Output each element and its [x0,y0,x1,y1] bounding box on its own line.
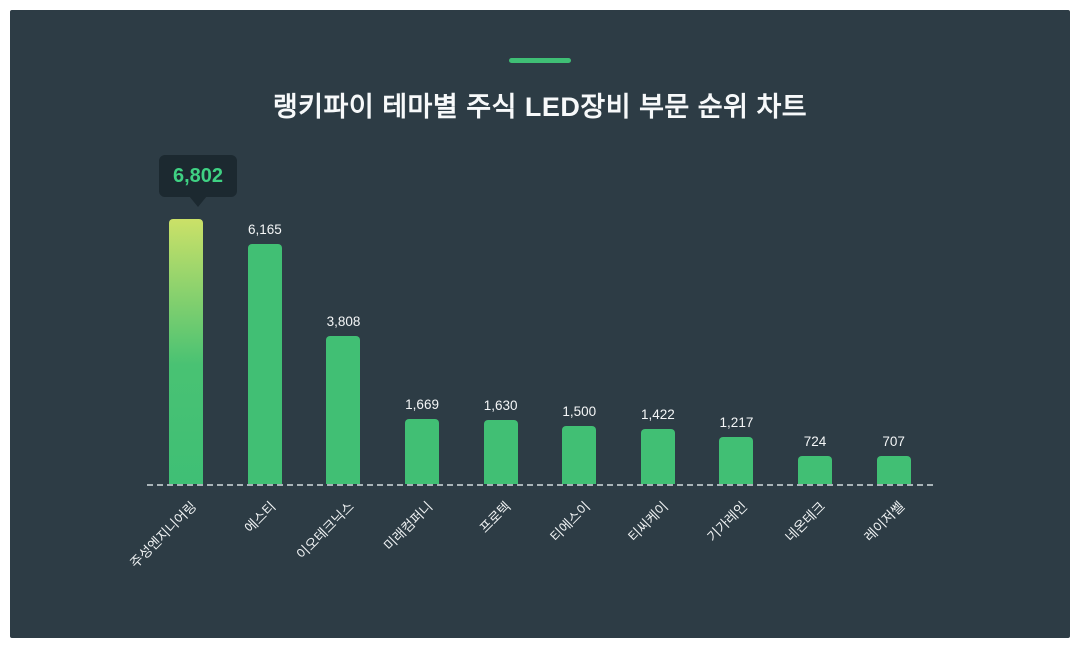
bar-value-label: 3,808 [326,314,361,329]
category-label: 미래컴퍼니 [380,498,436,554]
bar-slot: 1,500 [540,150,619,484]
bar [798,456,833,484]
category-label: 프로텍 [477,498,515,536]
bar-chart: 6,802 6,165 3,808 1,669 1,630 1,500 1,422 1,21… [128,150,933,601]
bar-slot [147,150,226,484]
bar-slot: 1,422 [619,150,698,484]
bar [405,419,440,484]
bar-value-label: 1,422 [640,407,675,422]
category-slot: 프로텍 [461,486,540,601]
category-slot: 레이저쎌 [854,486,933,601]
bar [247,244,282,484]
title-accent-bar [509,58,571,63]
category-label: 기가레인 [704,498,750,545]
category-slot: 미래컴퍼니 [381,486,462,601]
category-label: 주성엔지니어링 [127,498,200,571]
bar-value-label: 707 [882,434,905,449]
tooltip-pointer-icon [189,196,207,207]
categories-row: 주성엔지니어링 에스티 이오테크닉스 미래컴퍼니 프로텍 티에스이 티씨케이 기가레인 네온테크… [128,486,933,601]
category-label: 네온테크 [782,498,829,545]
category-slot: 티씨케이 [619,486,698,601]
category-label: 티에스이 [546,498,593,545]
bar-slot: 6,165 [226,150,305,484]
bar [326,336,361,484]
bar-slot: 1,669 [383,150,462,484]
category-slot: 이오테크닉스 [294,486,383,601]
category-label: 레이저쎌 [861,498,908,545]
chart-title: 랭키파이 테마별 주식 LED장비 부문 순위 차트 [272,92,808,122]
category-label: 티씨케이 [625,498,672,545]
bar-value-label: 1,630 [483,398,518,413]
category-label: 에스티 [241,498,279,536]
bar [876,456,911,484]
category-slot: 기가레인 [697,486,776,601]
bar-slot: 707 [854,150,933,484]
bar [169,219,204,484]
bar [640,429,675,484]
bars-row: 6,802 6,165 3,808 1,669 1,630 1,500 1,422 1,21… [147,150,933,486]
bar-value-label: 1,669 [405,397,439,412]
tooltip-value: 6,802 [159,155,237,197]
bar-value-label: 724 [803,434,827,449]
bar-value-label: 1,500 [562,404,597,419]
category-slot: 주성엔지니어링 [128,486,226,601]
bar-value-label: 1,217 [719,415,754,430]
category-slot: 네온테크 [776,486,855,601]
bar [719,437,754,484]
bar-slot: 724 [776,150,855,484]
chart-panel: 랭키파이 테마별 주식 LED장비 부문 순위 차트 6,802 6,165 3,… [10,10,1070,638]
bar [483,420,518,484]
bar-value-label: 6,165 [247,222,282,237]
category-slot: 에스티 [226,486,305,601]
bar-slot: 1,630 [461,150,540,484]
bar-slot: 3,808 [304,150,383,484]
value-tooltip: 6,802 [159,155,237,207]
category-slot: 티에스이 [540,486,619,601]
bar-slot: 1,217 [697,150,776,484]
bar [562,426,597,484]
